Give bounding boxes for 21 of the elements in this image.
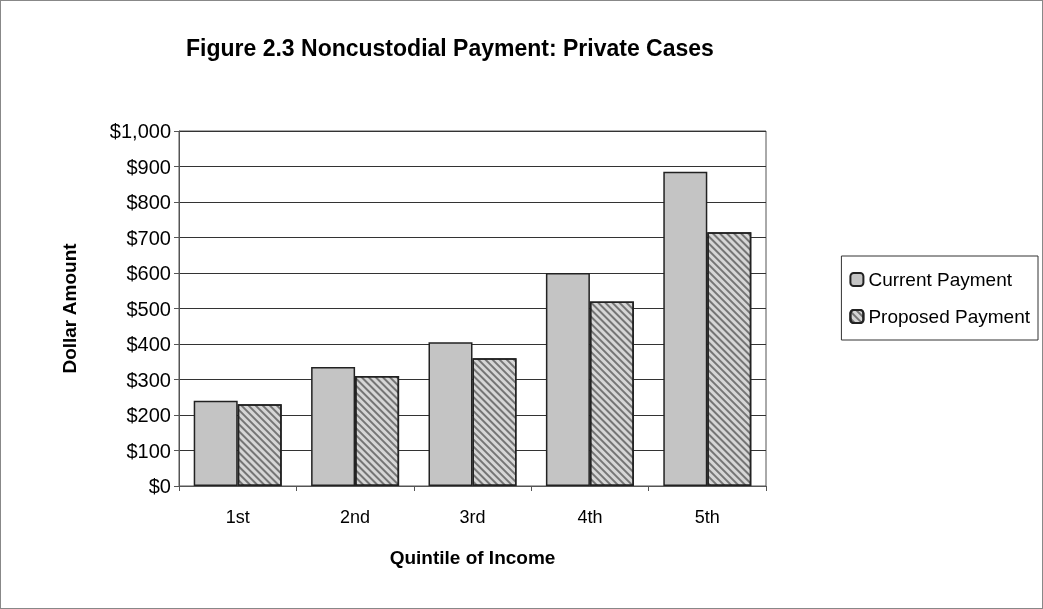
y-tick-label: $200: [126, 404, 171, 426]
y-axis-title: Dollar Amount: [59, 242, 80, 374]
y-tick-label: $400: [126, 333, 171, 355]
y-tick-label: $800: [126, 191, 171, 213]
y-tick-label: $1,000: [109, 120, 171, 142]
y-tick-label: $600: [126, 262, 171, 284]
x-tick-label: 3rd: [459, 507, 486, 527]
y-tick-label: $0: [148, 475, 171, 497]
y-tick-label: $100: [126, 439, 171, 462]
x-tick-label: 2nd: [340, 507, 371, 527]
y-tick-label: $300: [126, 368, 171, 391]
legend-label: Current Payment: [868, 269, 1013, 290]
y-tick-label: $900: [126, 155, 171, 178]
x-tick-label: 1st: [225, 507, 250, 527]
x-tick-label: 5th: [694, 507, 720, 527]
legend-label: Proposed Payment: [868, 306, 1031, 327]
y-tick-label: $700: [126, 226, 171, 249]
chart-title: Figure 2.3 Noncustodial Payment: Private Cases: [186, 34, 714, 61]
x-axis-title: Quintile of Income: [389, 547, 556, 568]
y-tick-label: $500: [126, 297, 171, 320]
x-tick-label: 4th: [577, 507, 603, 527]
